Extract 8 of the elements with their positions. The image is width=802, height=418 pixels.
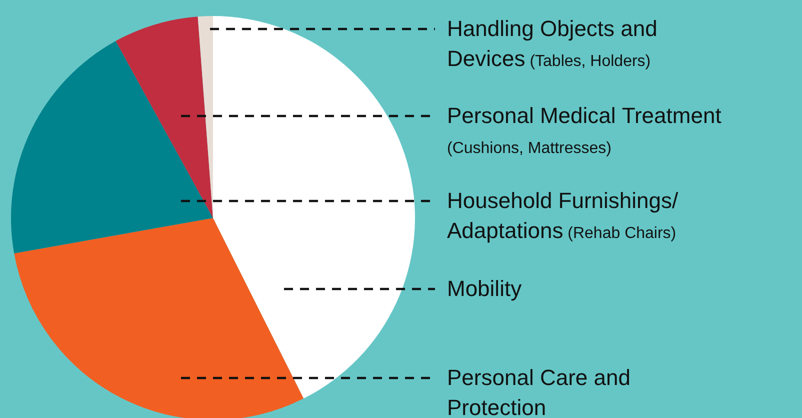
slice-label: Household Furnishings/ Adaptations (Rehab Chairs) — [447, 188, 680, 243]
pie-slice — [11, 40, 213, 254]
category-label: Personal Care and Protection — [447, 365, 630, 418]
pie-slice — [14, 218, 304, 418]
category-label: Handling Objects and Devices (Tables, Holders) — [447, 16, 658, 71]
slice-label: Personal Medical Treatment (Cushions, Mattresses) — [447, 103, 722, 157]
pie-slice — [116, 16, 213, 218]
slice-label: Mobility — [447, 276, 522, 301]
